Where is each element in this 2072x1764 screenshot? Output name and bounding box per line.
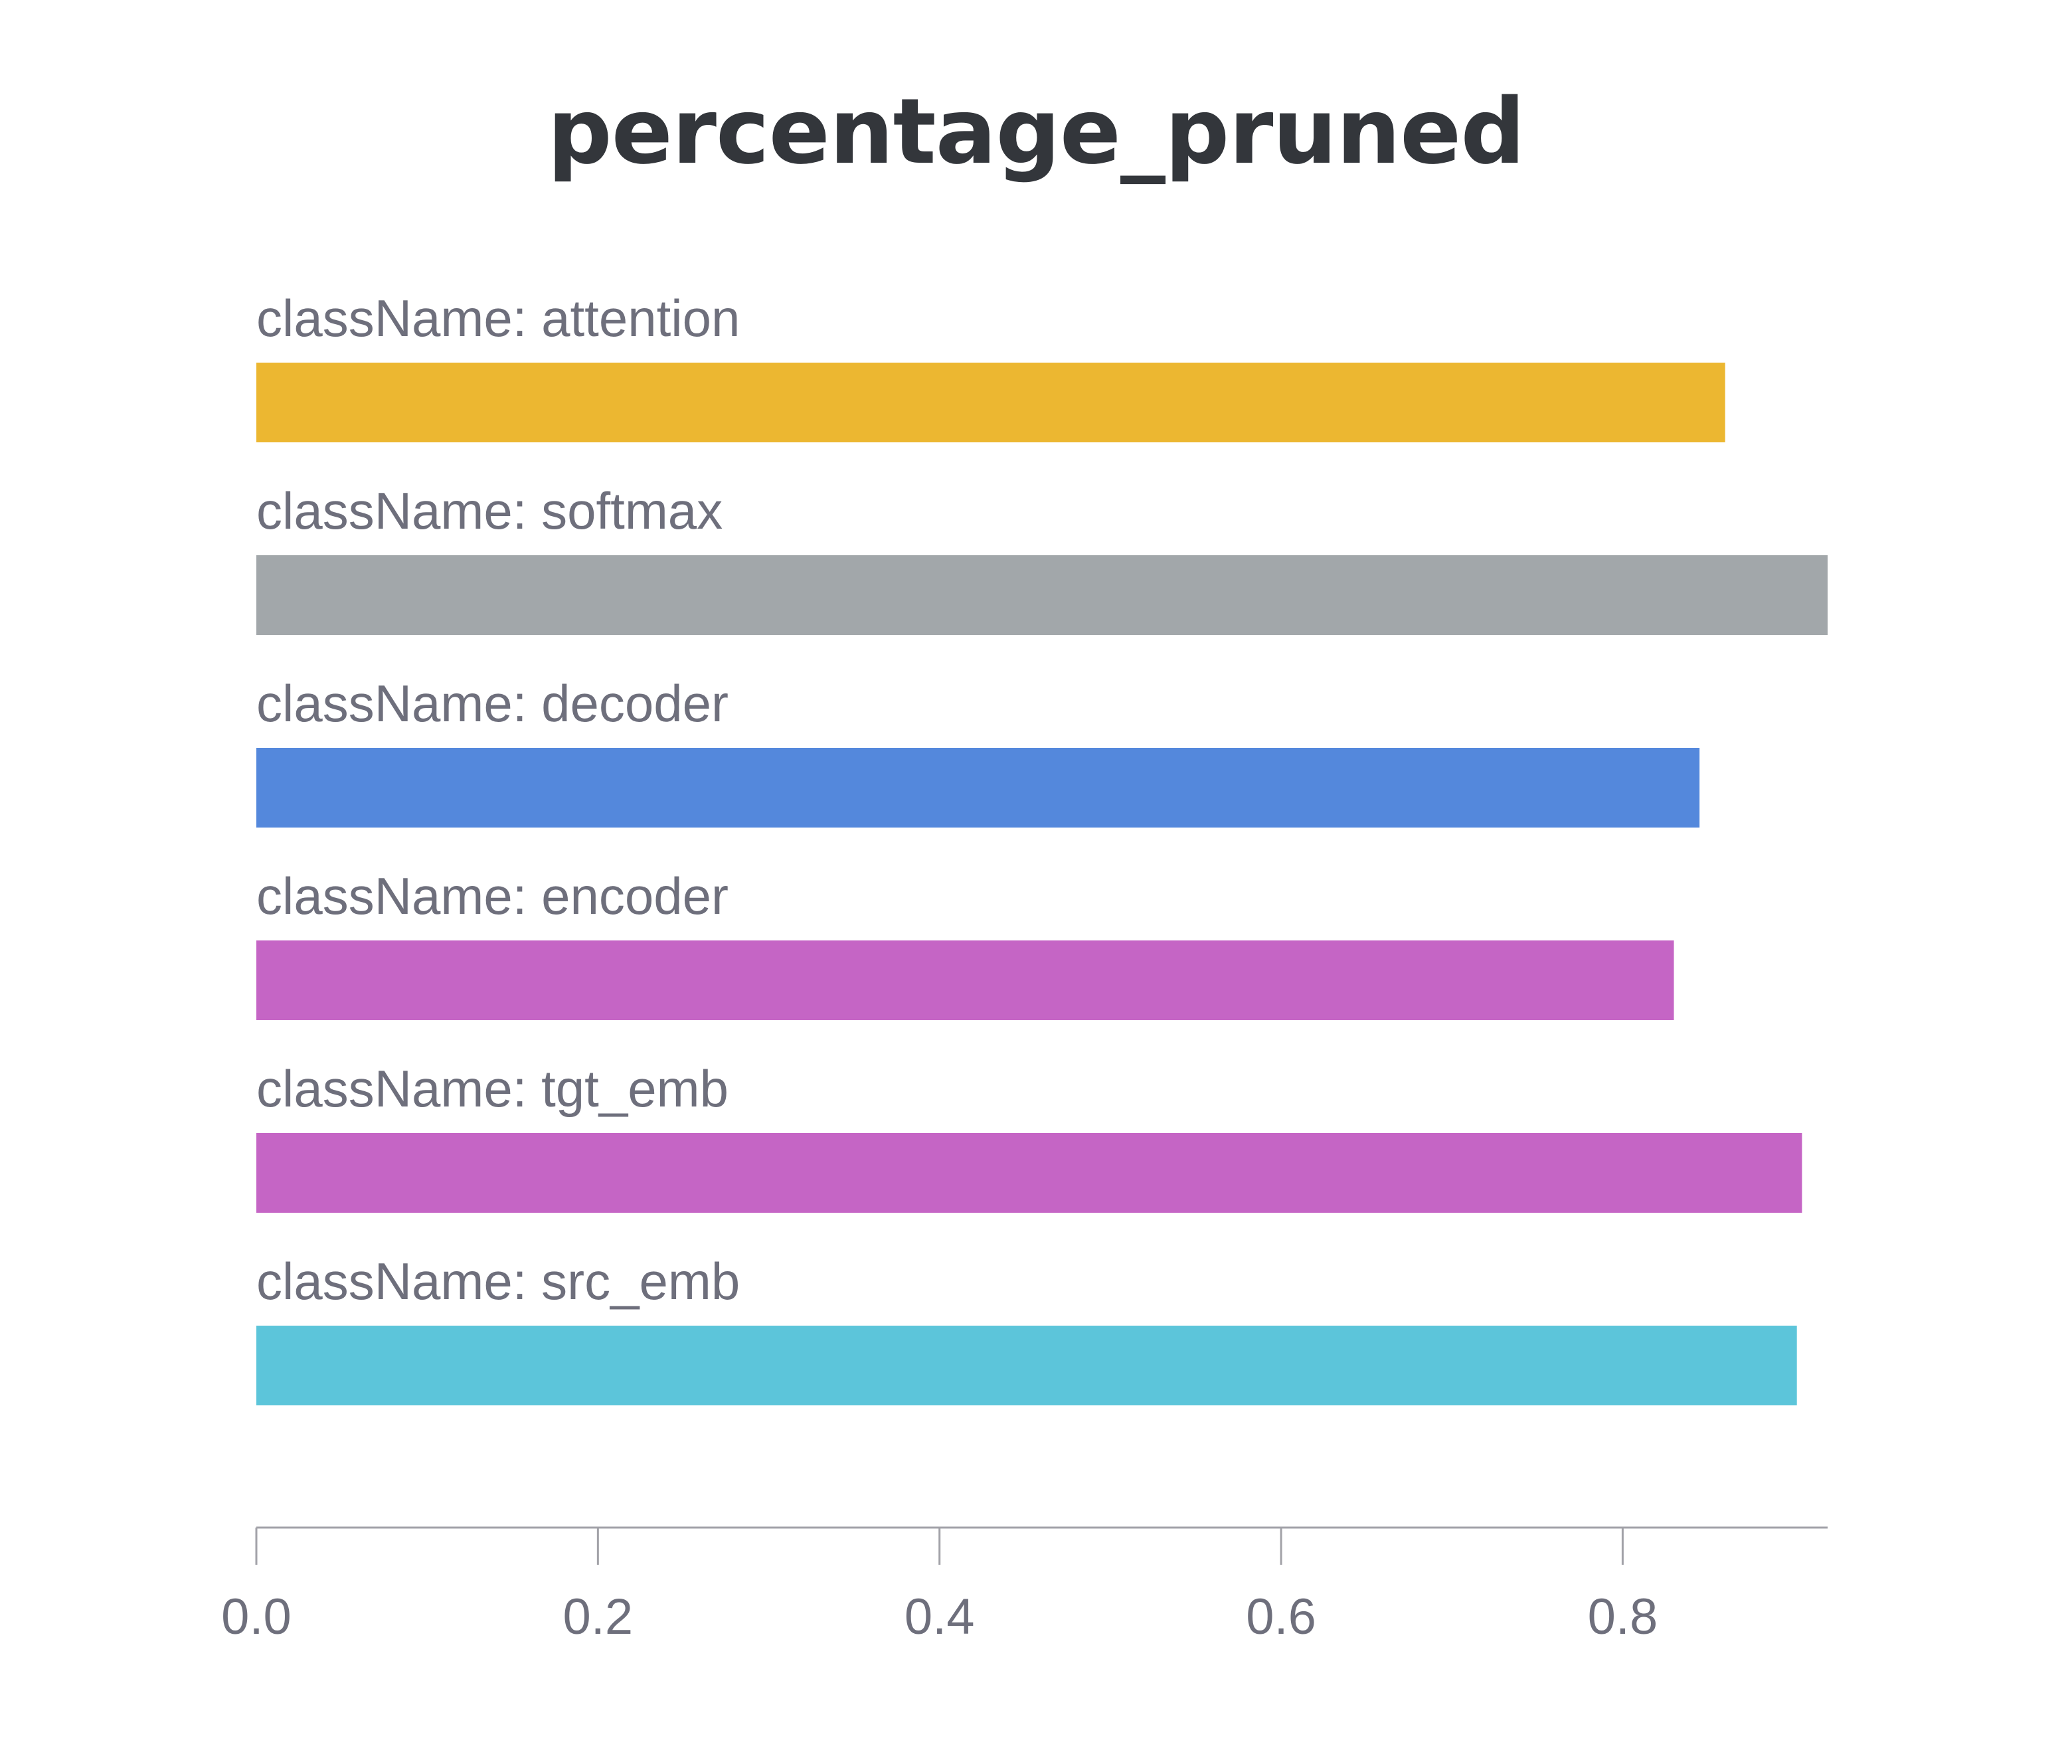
x-tick-label: 0.2 — [563, 1589, 634, 1645]
x-tick-label: 0.0 — [221, 1589, 292, 1645]
chart-title: percentage_pruned — [547, 80, 1525, 185]
bar-label: className: attention — [256, 289, 740, 347]
bar — [256, 555, 1828, 635]
bar-label: className: softmax — [256, 482, 723, 540]
bar — [256, 1326, 1797, 1405]
bar-label: className: decoder — [256, 674, 729, 733]
bar-label: className: tgt_emb — [256, 1059, 729, 1118]
bar — [256, 748, 1700, 828]
x-tick-label: 0.6 — [1246, 1589, 1316, 1645]
bar — [256, 940, 1674, 1020]
x-tick-label: 0.8 — [1588, 1589, 1658, 1645]
x-tick-label: 0.4 — [905, 1589, 975, 1645]
bar-label: className: encoder — [256, 867, 729, 925]
bar — [256, 1133, 1802, 1213]
bar-label: className: src_emb — [256, 1252, 740, 1310]
bar — [256, 363, 1725, 442]
